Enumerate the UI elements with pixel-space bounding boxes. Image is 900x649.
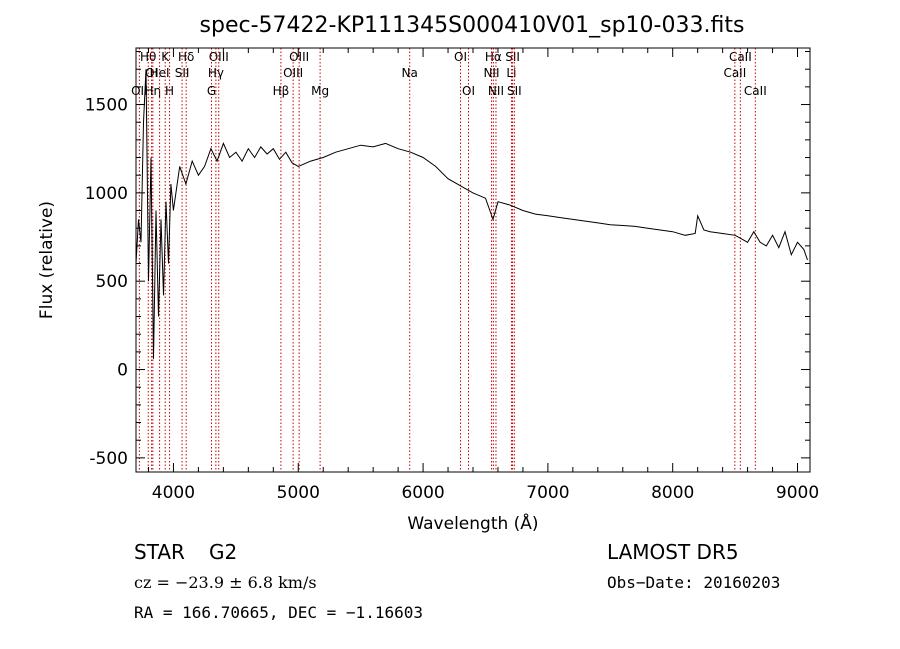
redshift-cz: cz = −23.9 ± 6.8 km/s bbox=[134, 573, 317, 592]
marker-label: K bbox=[161, 50, 170, 64]
marker-label: OIII bbox=[289, 50, 309, 64]
x-tick-label: 6000 bbox=[401, 483, 444, 503]
x-tick-label: 4000 bbox=[152, 483, 195, 503]
y-tick-label: -500 bbox=[89, 449, 128, 469]
coordinates: RA = 166.70665, DEC = −1.16603 bbox=[134, 603, 423, 622]
y-axis-label: Flux (relative) bbox=[37, 201, 57, 319]
y-tick-label: 500 bbox=[96, 272, 128, 292]
marker-label: OI bbox=[462, 84, 475, 98]
marker-label: OI bbox=[454, 50, 467, 64]
marker-label: Hδ bbox=[178, 50, 194, 64]
y-tick-label: 1500 bbox=[85, 96, 128, 116]
x-tick-label: 5000 bbox=[277, 483, 320, 503]
marker-label: Hθ bbox=[140, 50, 156, 64]
spectrum-series bbox=[135, 69, 808, 359]
marker-label: NII bbox=[488, 84, 504, 98]
marker-label: G bbox=[207, 84, 216, 98]
marker-label: Mg bbox=[311, 84, 329, 98]
survey-name: LAMOST DR5 bbox=[607, 540, 739, 564]
x-tick-label: 9000 bbox=[776, 483, 819, 503]
y-tick-label: 1000 bbox=[85, 184, 128, 204]
object-subclass: G2 bbox=[209, 540, 238, 564]
marker-label: H bbox=[165, 84, 174, 98]
object-class: STAR bbox=[134, 540, 185, 564]
marker-label: Hβ bbox=[273, 84, 290, 98]
marker-label: Hα bbox=[485, 50, 502, 64]
marker-label: OI bbox=[145, 66, 158, 80]
marker-label: CaII bbox=[744, 84, 767, 98]
marker-label: NII bbox=[483, 66, 499, 80]
x-tick-label: 8000 bbox=[651, 483, 694, 503]
marker-label: OIII bbox=[283, 66, 303, 80]
marker-label: OIII bbox=[209, 50, 229, 64]
marker-label: SII bbox=[175, 66, 190, 80]
marker-label: Na bbox=[402, 66, 418, 80]
y-axis: -500 0 500 1000 1500 bbox=[85, 51, 810, 469]
marker-label: OII bbox=[131, 84, 148, 98]
marker-label: SII bbox=[507, 84, 522, 98]
marker-label: HeI bbox=[150, 66, 170, 80]
obs-date: Obs−Date: 20160203 bbox=[607, 573, 781, 592]
plot-frame bbox=[135, 47, 811, 473]
marker-label: SII bbox=[505, 50, 520, 64]
marker-label: Hη bbox=[145, 84, 162, 98]
marker-label: Hγ bbox=[208, 66, 224, 80]
marker-label: CaII bbox=[723, 66, 746, 80]
chart-title: spec-57422-KP111345S000410V01_sp10-033.f… bbox=[200, 13, 745, 38]
x-tick-label: 7000 bbox=[526, 483, 569, 503]
marker-label: CaII bbox=[729, 50, 752, 64]
marker-label: Li bbox=[506, 66, 516, 80]
x-axis: 4000 5000 6000 7000 8000 9000 bbox=[147, 48, 819, 503]
spectrum-line bbox=[135, 69, 808, 359]
x-axis-label: Wavelength (Å) bbox=[407, 512, 538, 534]
y-tick-label: 0 bbox=[117, 361, 128, 381]
